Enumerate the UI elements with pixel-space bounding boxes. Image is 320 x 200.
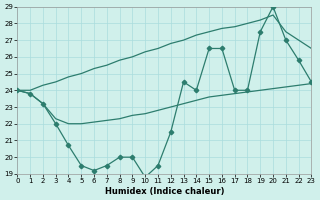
X-axis label: Humidex (Indice chaleur): Humidex (Indice chaleur)	[105, 187, 224, 196]
